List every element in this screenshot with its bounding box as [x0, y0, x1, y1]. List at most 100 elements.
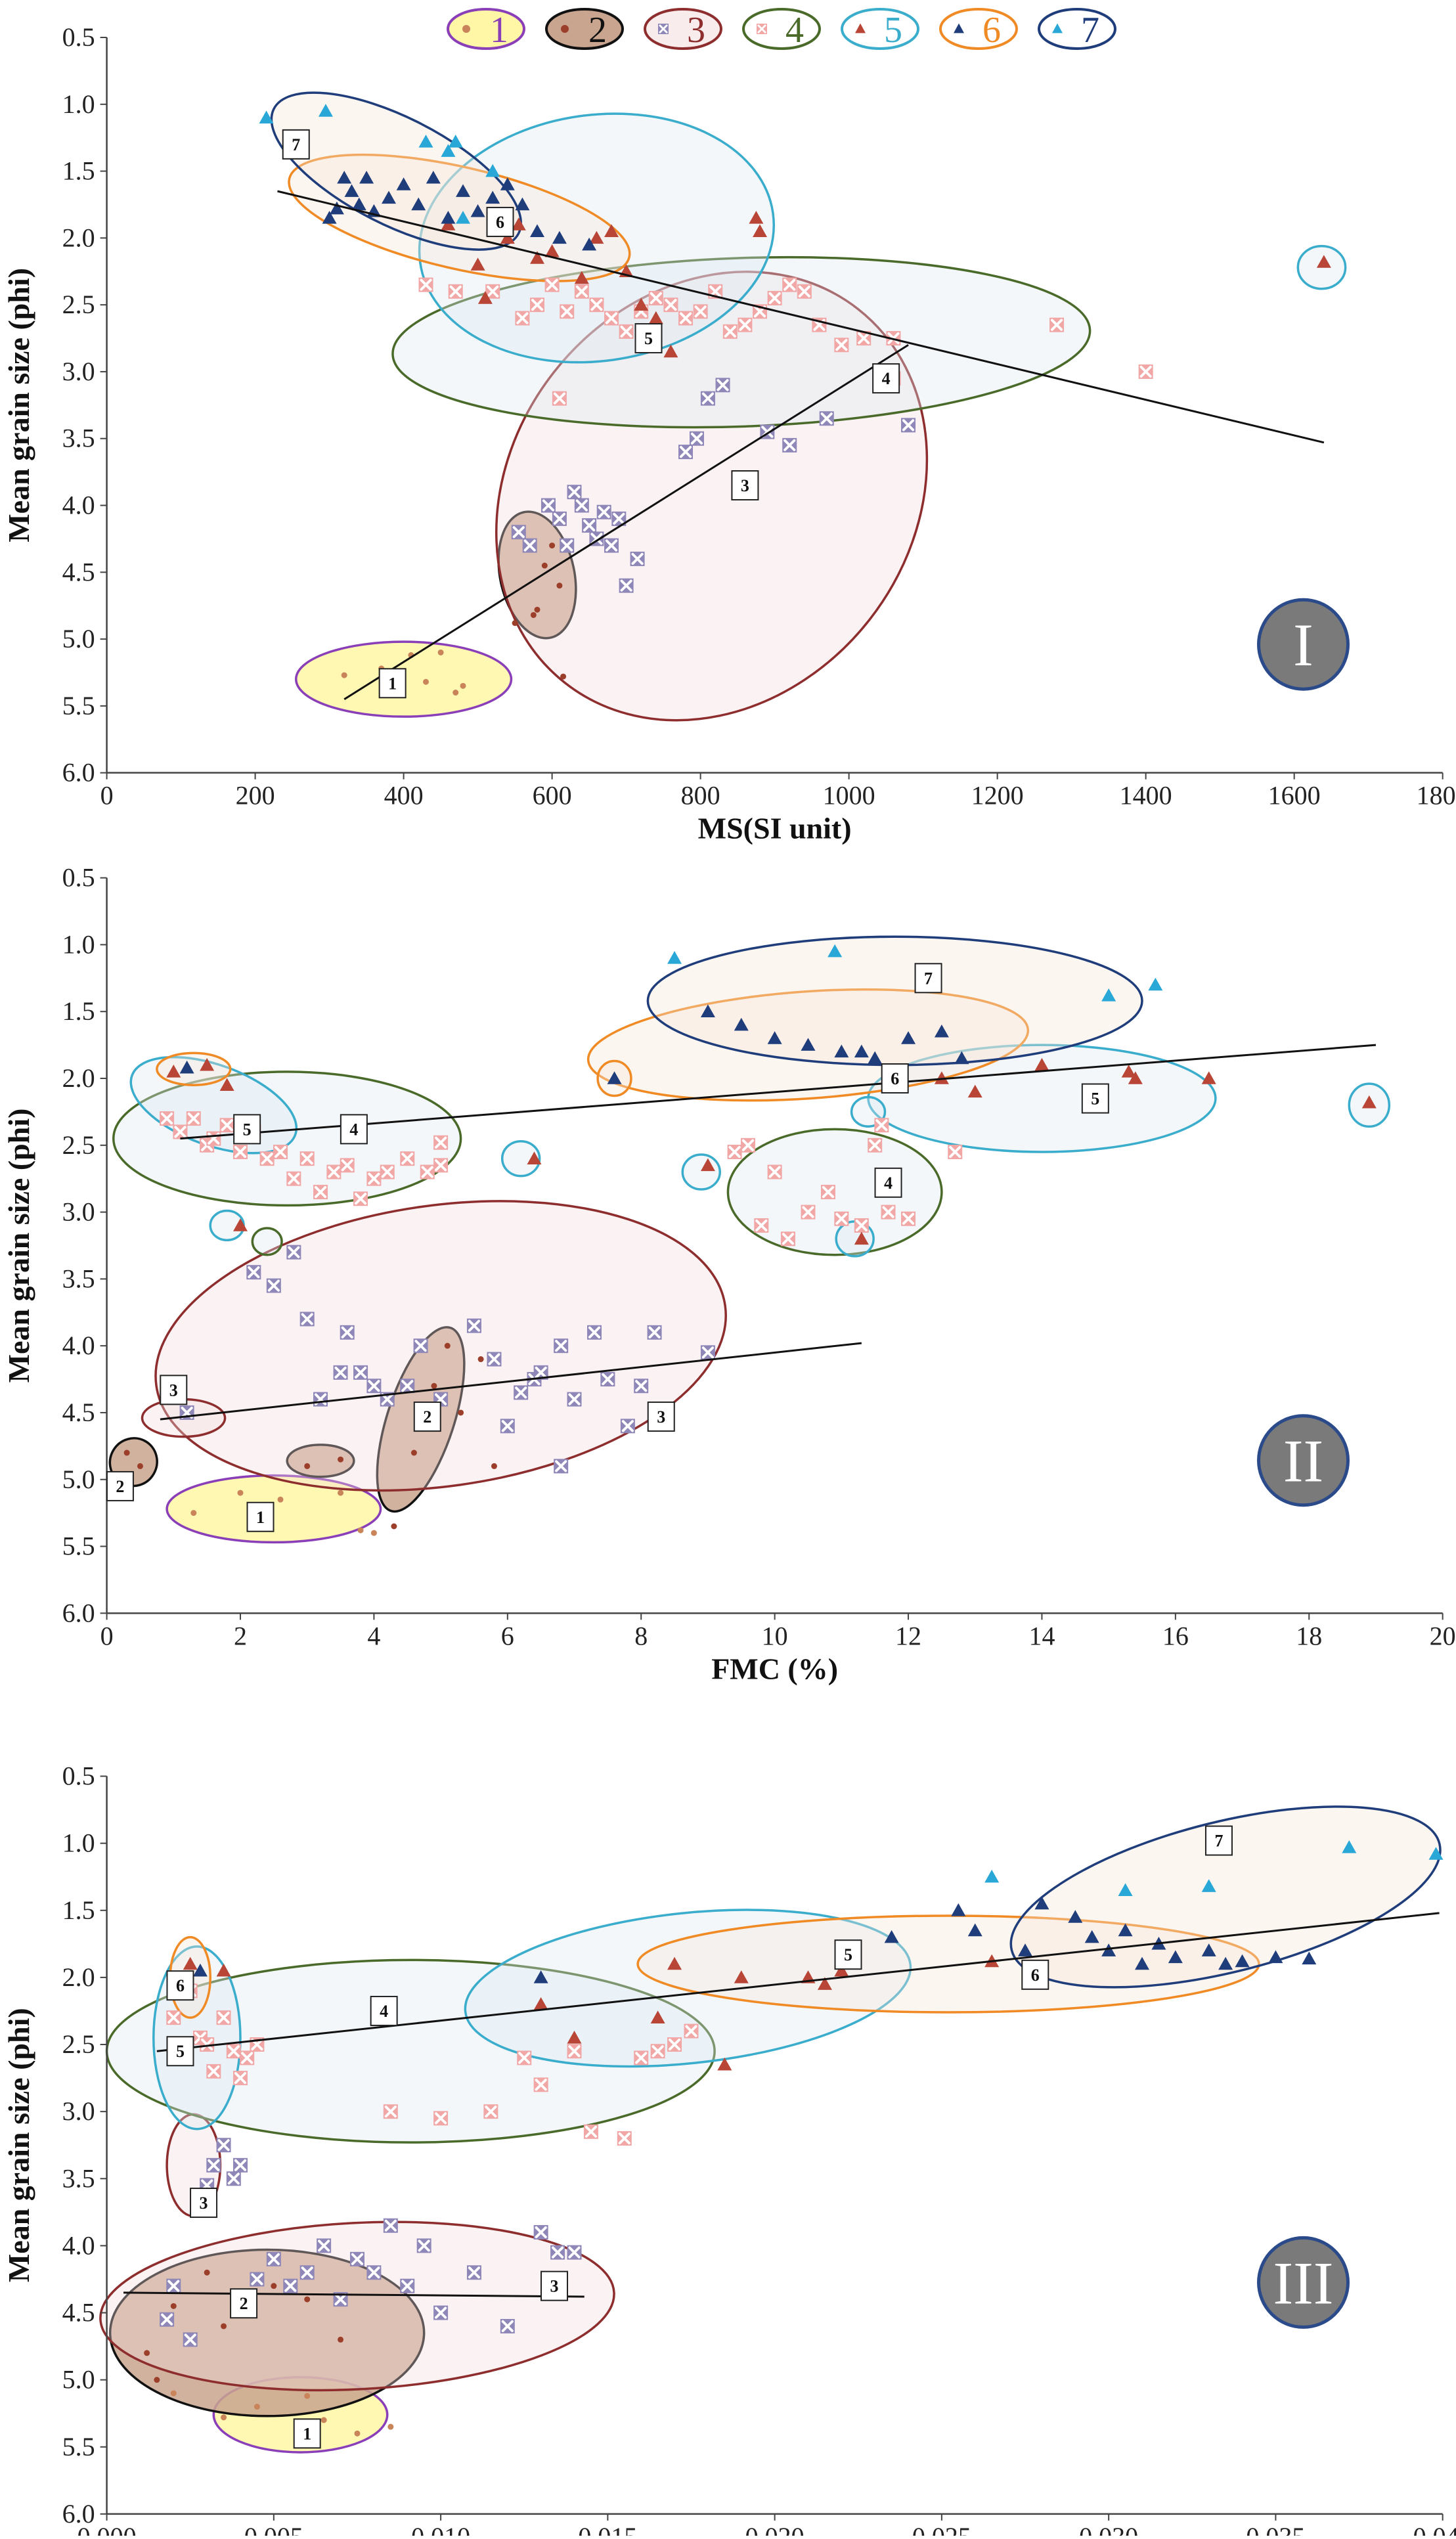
point-group-7 [1342, 1840, 1357, 1853]
point-group-4 [684, 2023, 699, 2039]
x-axis-title: FMC (%) [711, 1652, 838, 1685]
point-group-2 [137, 1463, 143, 1469]
point-group-4 [727, 1144, 742, 1159]
point-group-7 [984, 1869, 1000, 1883]
point-group-3-x [598, 506, 610, 518]
box-label-frame [874, 1167, 902, 1198]
point-group-3-x [631, 552, 644, 565]
point-group-4-x [783, 278, 796, 291]
ellipse-layer [99, 1805, 1442, 2454]
point-group-3 [611, 511, 627, 526]
point-group-4-x [568, 2045, 581, 2058]
point-group-2 [491, 1463, 497, 1469]
group-ellipse-6 [156, 1051, 232, 1086]
x-tick-label: 0.035 [1246, 2522, 1305, 2536]
legend-marker-6 [954, 23, 964, 33]
x-tick-label: 1000 [823, 781, 875, 810]
point-group-2 [123, 1449, 130, 1456]
box-label: 3 [741, 476, 749, 495]
point-group-3 [514, 1385, 529, 1400]
point-group-1 [320, 2417, 327, 2423]
x-tick-label: 20 [1430, 1621, 1456, 1650]
point-group-1 [221, 2414, 227, 2421]
point-group-4-x [1050, 319, 1063, 331]
point-group-3-x [553, 512, 565, 525]
points-layer [144, 1840, 1444, 2437]
point-group-4-x [435, 1136, 447, 1149]
point-group-4 [483, 2104, 498, 2119]
legend-label-3: 3 [687, 10, 705, 51]
panel-badge: II [1257, 1414, 1350, 1507]
y-axis-title: Mean grain size (phi) [2, 2008, 35, 2282]
x-tick-label: 1400 [1120, 781, 1172, 810]
point-group-4 [340, 1158, 355, 1173]
point-group-3 [313, 1392, 328, 1407]
point-group-4 [433, 1158, 449, 1173]
point-group-3 [416, 2238, 431, 2253]
point-group-4-x [949, 1145, 961, 1159]
point-group-6 [1235, 1954, 1250, 1968]
point-group-2 [338, 1456, 344, 1463]
box-label-frame [293, 2418, 321, 2449]
point-group-5 [817, 1977, 832, 1990]
point-group-3 [782, 437, 797, 453]
legend-label-5: 5 [884, 10, 902, 51]
point-group-7 [485, 164, 500, 177]
y-tick-label: 5.5 [62, 2432, 95, 2462]
point-group-3 [700, 1345, 715, 1360]
point-group-5 [1316, 255, 1331, 268]
point-group-4-x [668, 2038, 681, 2051]
point-group-4-x [341, 1159, 353, 1172]
point-group-3 [166, 2278, 181, 2293]
point-group-4 [567, 2044, 582, 2059]
point-group-6 [884, 1930, 899, 1943]
box-label: 5 [176, 2042, 185, 2061]
point-group-6 [734, 1017, 749, 1031]
point-group-7 [441, 144, 456, 157]
point-group-3 [299, 1312, 315, 1327]
point-group-3 [901, 418, 916, 433]
point-group-3-x [575, 499, 588, 512]
point-group-4 [232, 2071, 248, 2086]
point-group-2 [271, 2283, 277, 2289]
y-tick-label: 5.0 [62, 2365, 95, 2395]
point-group-1 [190, 1510, 197, 1516]
x-tick-label: 0.020 [745, 2522, 805, 2536]
group-ellipse-7 [270, 91, 522, 251]
point-group-4 [232, 1144, 248, 1159]
point-group-4 [544, 277, 560, 292]
point-group-4-x [274, 1145, 287, 1159]
point-group-3-x [568, 1393, 581, 1405]
point-group-4-x [902, 1212, 915, 1225]
y-tick-label: 5.0 [62, 1465, 95, 1494]
panel-II: 0.5 1.0 1.5 2.0 2.5 3.0 3.5 4.0 4.5 5.0 5.5 6.00 2 4 6… [2, 863, 1456, 1686]
point-group-4 [663, 298, 678, 313]
point-group-6 [1268, 1950, 1283, 1964]
group-ellipse-4 [391, 255, 1092, 429]
box-label-frame [881, 1063, 909, 1094]
box-label: 6 [1031, 1966, 1040, 1985]
point-group-6 [607, 1071, 622, 1084]
point-group-4-x [234, 1145, 247, 1159]
y-tick-label: 2.5 [62, 2029, 95, 2059]
box-label-frame [166, 1970, 194, 2001]
point-group-3 [160, 2312, 175, 2327]
box-label: 2 [423, 1407, 431, 1426]
point-group-2 [534, 606, 540, 613]
point-group-6 [396, 177, 411, 190]
point-group-5 [1128, 1071, 1143, 1084]
point-group-4 [1138, 364, 1153, 379]
box-label-frame [246, 1501, 275, 1532]
point-group-6 [1118, 1923, 1133, 1937]
point-group-2 [512, 620, 518, 627]
point-group-4-x [187, 1113, 200, 1125]
point-group-3 [554, 1459, 569, 1474]
point-group-2 [304, 1463, 311, 1469]
point-group-3 [433, 2305, 449, 2320]
point-group-3 [340, 1325, 355, 1340]
group-ellipse-2 [286, 1444, 355, 1478]
point-group-3 [333, 2292, 348, 2307]
box-label: 7 [924, 969, 933, 988]
point-group-6 [351, 197, 366, 211]
